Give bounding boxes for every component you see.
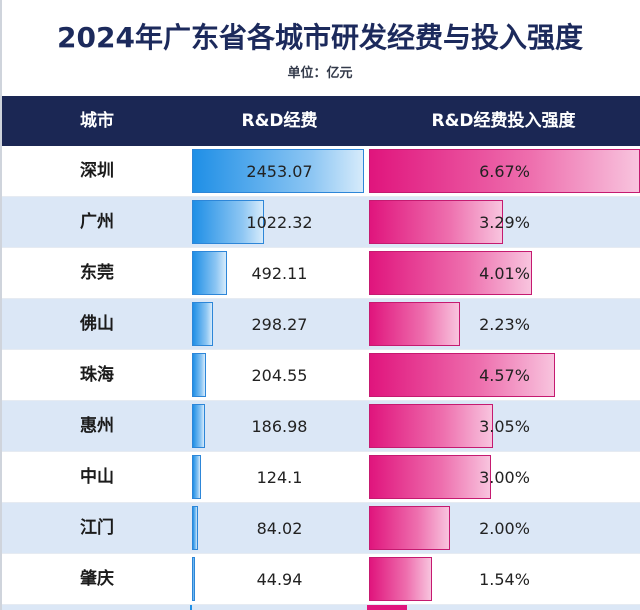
frame-border xyxy=(0,0,2,610)
table-row: 惠州 186.98 3.05% xyxy=(2,401,640,452)
header-rd-intensity: R&D经费投入强度 xyxy=(431,111,576,131)
rd-intensity-value: 4.57% xyxy=(479,366,530,385)
row-divider xyxy=(2,400,640,401)
row-divider xyxy=(2,502,640,503)
table-header: 城市 R&D经费 R&D经费投入强度 xyxy=(2,96,640,146)
table-row: 中山 124.1 3.00% xyxy=(2,452,640,503)
rd-funding-value: 298.27 xyxy=(251,315,308,334)
rd-intensity-bar xyxy=(369,200,503,244)
table-row: 肇庆 44.94 1.54% xyxy=(2,554,640,605)
rd-funding-bar xyxy=(192,149,364,193)
rd-funding-value: 124.1 xyxy=(256,468,303,487)
row-divider xyxy=(2,604,640,605)
city-label: 江门 xyxy=(80,518,114,538)
city-label: 东莞 xyxy=(80,263,114,283)
rd-intensity-bar xyxy=(369,506,451,550)
chart-title: 2024年广东省各城市研发经费与投入强度 xyxy=(57,21,583,54)
table-row: 东莞 492.11 4.01% xyxy=(2,248,640,299)
rd-intensity-value: 2.23% xyxy=(479,315,530,334)
rd-intensity-value: 1.54% xyxy=(479,570,530,589)
rd-funding-value: 84.02 xyxy=(256,519,303,538)
rd-intensity-value: 3.29% xyxy=(479,213,530,232)
row-divider xyxy=(2,247,640,248)
rd-funding-bar xyxy=(192,557,196,601)
row-divider xyxy=(2,349,640,350)
rd-funding-bar xyxy=(192,302,213,346)
rd-intensity-bar xyxy=(369,251,532,295)
rd-funding-value: 2453.07 xyxy=(246,162,313,181)
rd-intensity-value: 4.01% xyxy=(479,264,530,283)
partial-intensity-bar xyxy=(367,605,407,610)
partial-row xyxy=(2,605,640,610)
city-label: 肇庆 xyxy=(80,569,114,589)
rd-intensity-bar xyxy=(369,302,460,346)
rd-intensity-value: 3.00% xyxy=(479,468,530,487)
table-row: 珠海 204.55 4.57% xyxy=(2,350,640,401)
unit-label: 单位：亿元 xyxy=(287,66,353,81)
city-label: 惠州 xyxy=(80,416,114,436)
city-label: 佛山 xyxy=(80,314,114,334)
table-row: 江门 84.02 2.00% xyxy=(2,503,640,554)
rd-funding-value: 492.11 xyxy=(251,264,308,283)
row-divider xyxy=(2,298,640,299)
rd-intensity-bar xyxy=(369,557,432,601)
rd-intensity-bar xyxy=(369,149,640,193)
rd-funding-value: 186.98 xyxy=(251,417,308,436)
city-label: 深圳 xyxy=(80,161,114,181)
row-divider xyxy=(2,451,640,452)
partial-rd-bar xyxy=(190,605,192,610)
rd-funding-bar xyxy=(192,506,198,550)
rd-funding-bar xyxy=(192,251,227,295)
rd-funding-value: 204.55 xyxy=(251,366,308,385)
header-city: 城市 xyxy=(80,111,114,131)
table-row: 广州 1022.32 3.29% xyxy=(2,197,640,248)
row-divider xyxy=(2,553,640,554)
row-divider xyxy=(2,196,640,197)
rd-intensity-bar xyxy=(369,404,493,448)
city-label: 广州 xyxy=(80,212,114,232)
rd-funding-bar xyxy=(192,455,201,499)
city-label: 中山 xyxy=(80,467,114,487)
rd-funding-bar xyxy=(192,404,206,448)
rd-intensity-bar xyxy=(369,353,555,397)
city-label: 珠海 xyxy=(80,365,114,385)
rd-intensity-value: 6.67% xyxy=(479,162,530,181)
rd-funding-bar xyxy=(192,353,207,397)
rd-intensity-value: 2.00% xyxy=(479,519,530,538)
rd-funding-value: 44.94 xyxy=(256,570,303,589)
header-rd-funding: R&D经费 xyxy=(241,111,318,131)
table-row: 佛山 298.27 2.23% xyxy=(2,299,640,350)
rd-funding-value: 1022.32 xyxy=(246,213,313,232)
rd-funding-bar xyxy=(192,200,264,244)
table-row: 深圳 2453.07 6.67% xyxy=(2,146,640,197)
rd-intensity-value: 3.05% xyxy=(479,417,530,436)
rd-intensity-bar xyxy=(369,455,491,499)
